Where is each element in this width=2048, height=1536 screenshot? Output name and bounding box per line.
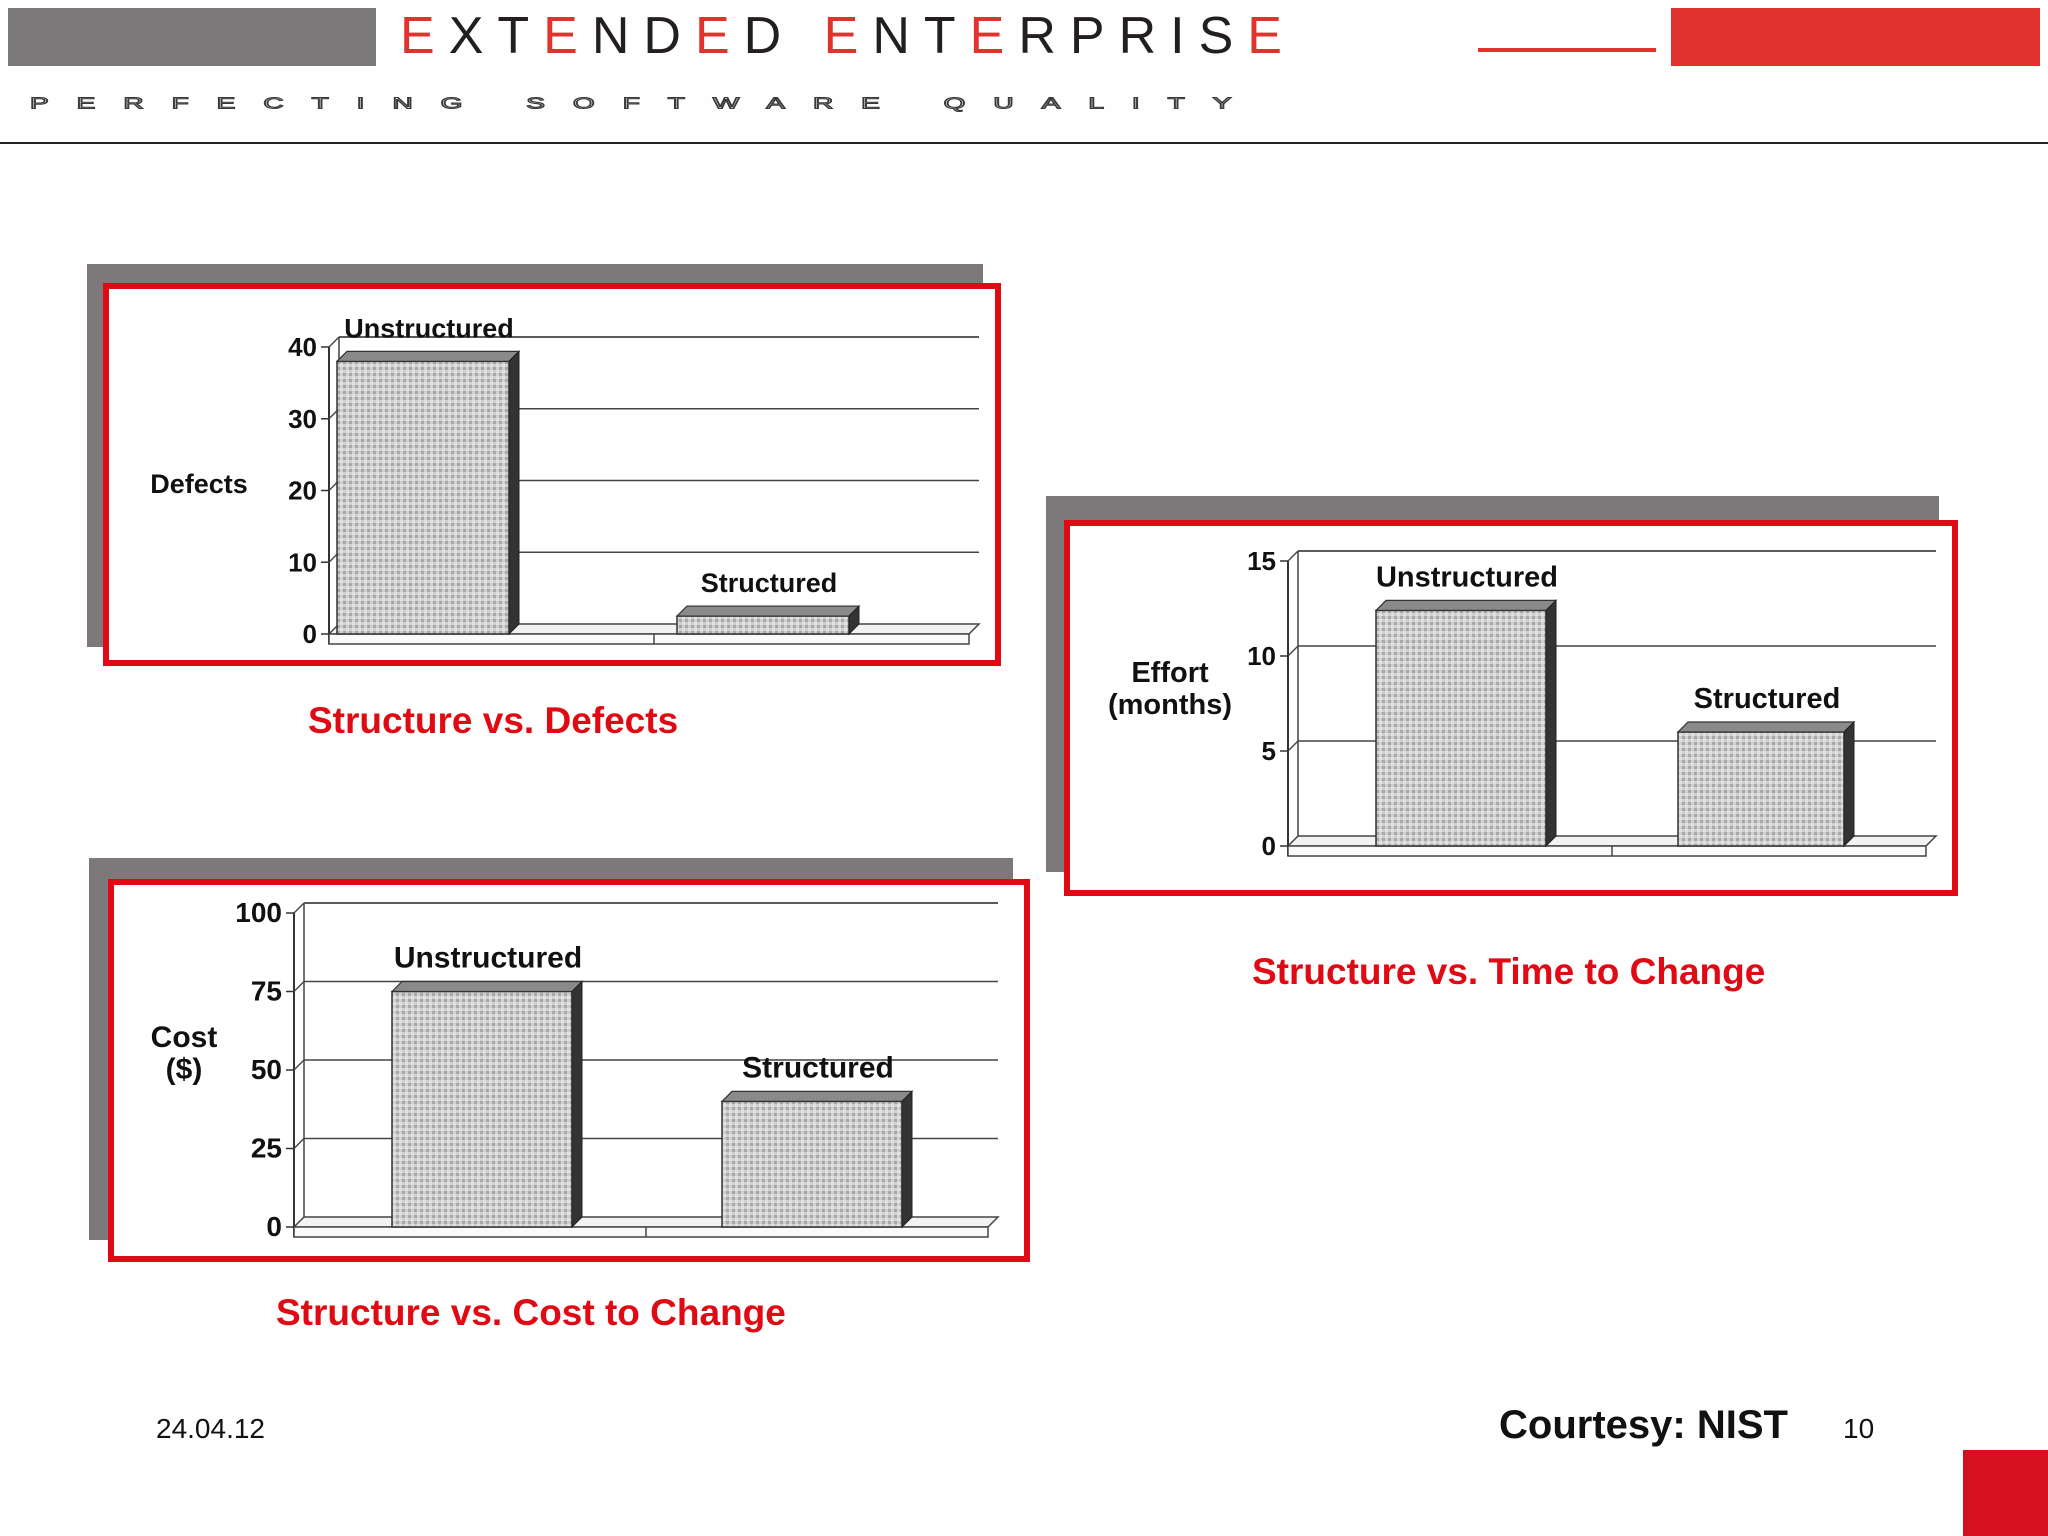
- bar-top-face: [335, 350, 521, 362]
- header-rule: [0, 142, 2048, 144]
- y-tick-label: 10: [288, 547, 317, 577]
- bar-unstructured: [391, 990, 573, 1228]
- bar-label: Structured: [1694, 683, 1841, 715]
- bar-label: Unstructured: [1376, 561, 1558, 593]
- bar-top-face: [1676, 721, 1856, 733]
- header-gray-bar: [8, 8, 376, 66]
- gridline-side: [293, 1059, 305, 1071]
- bar-label: Structured: [701, 568, 838, 598]
- corner-accent: [1963, 1450, 2048, 1536]
- bar-label: Structured: [742, 1051, 894, 1084]
- y-tick-label: 15: [1247, 546, 1276, 576]
- y-tick-label: 100: [235, 897, 282, 928]
- y-axis-label: Effort: [1131, 657, 1209, 689]
- footer-date: 24.04.12: [156, 1413, 265, 1444]
- y-axis-label: ($): [166, 1053, 203, 1086]
- bar-side-face: [901, 1090, 913, 1229]
- chart-base: [328, 633, 970, 645]
- chart-base: [1287, 845, 1927, 857]
- y-axis-label: (months): [1108, 689, 1232, 721]
- chart-defects: 0 10 20 30 40 Defects Unstructured Structured: [150, 313, 981, 649]
- bar-side-face: [1843, 720, 1855, 848]
- y-tick-label: 10: [1247, 641, 1276, 671]
- chart-defects-caption: Structure vs. Defects: [308, 700, 679, 741]
- bar-side-face: [1545, 599, 1557, 848]
- chart-time-panel: 0 5 10 15 Effort (months) Unstructured Structur…: [1064, 520, 1958, 896]
- courtesy-credit: Courtesy: NIST: [1499, 1403, 1788, 1447]
- bar-label: Unstructured: [394, 942, 582, 975]
- y-tick-label: 25: [251, 1133, 282, 1164]
- header-red-bar: [1671, 8, 2040, 66]
- gridline-side: [1287, 645, 1299, 657]
- y-axis-label: Cost: [151, 1021, 218, 1054]
- bar-side-face: [508, 350, 520, 636]
- y-tick-label: 5: [1262, 736, 1276, 766]
- gridline-side: [293, 1138, 305, 1149]
- y-tick-label: 40: [288, 332, 317, 362]
- gridline-side: [1287, 740, 1299, 752]
- page-number: 10: [1843, 1413, 1875, 1444]
- bar-structured: [676, 615, 850, 635]
- chart-time: 0 5 10 15 Effort(months) Unstructured Structur…: [1108, 546, 1938, 861]
- gridline-side: [328, 336, 340, 348]
- y-tick-label: 0: [303, 619, 317, 649]
- chart-time-caption: Structure vs. Time to Change: [1252, 951, 1766, 992]
- bar-structured: [721, 1100, 903, 1228]
- y-tick-label: 20: [288, 476, 317, 506]
- y-tick-label: 0: [1262, 831, 1276, 861]
- bar-top-face: [675, 605, 861, 617]
- bar-side-face: [571, 980, 583, 1229]
- bar-structured: [1677, 731, 1845, 847]
- y-tick-label: 0: [266, 1211, 282, 1242]
- chart-cost: 0 25 50 75 100 Cost($) Unstructured Structured: [151, 897, 1000, 1242]
- chart-cost-panel: 0 25 50 75 100 Cost ($) Unstructured Structured: [108, 879, 1030, 1262]
- chart-cost-caption: Structure vs. Cost to Change: [276, 1292, 786, 1333]
- y-tick-label: 30: [288, 404, 317, 434]
- gridline-side: [1287, 550, 1299, 562]
- gridline-side: [293, 902, 305, 914]
- y-tick-label: 75: [251, 976, 282, 1007]
- bar-top-face: [1374, 599, 1558, 612]
- bar-top-face: [390, 980, 584, 993]
- gridline-side: [293, 981, 305, 992]
- logo-underline: [1478, 48, 1656, 52]
- logo-title: EXTENDED ENTERPRISE: [400, 7, 1296, 65]
- bar-side-face: [848, 604, 860, 636]
- tagline: PERFECTING SOFTWARE QUALITY: [30, 94, 1260, 112]
- bar-unstructured: [1375, 609, 1547, 847]
- bar-unstructured: [336, 360, 510, 635]
- chart-defects-panel: 0 10 20 30 40 Defects Unstructured Structured: [103, 283, 1001, 666]
- bar-label: Unstructured: [344, 313, 514, 343]
- chart-base: [293, 1226, 989, 1238]
- y-axis-label: Defects: [150, 469, 248, 499]
- bar-top-face: [720, 1090, 914, 1102]
- y-tick-label: 50: [251, 1054, 282, 1085]
